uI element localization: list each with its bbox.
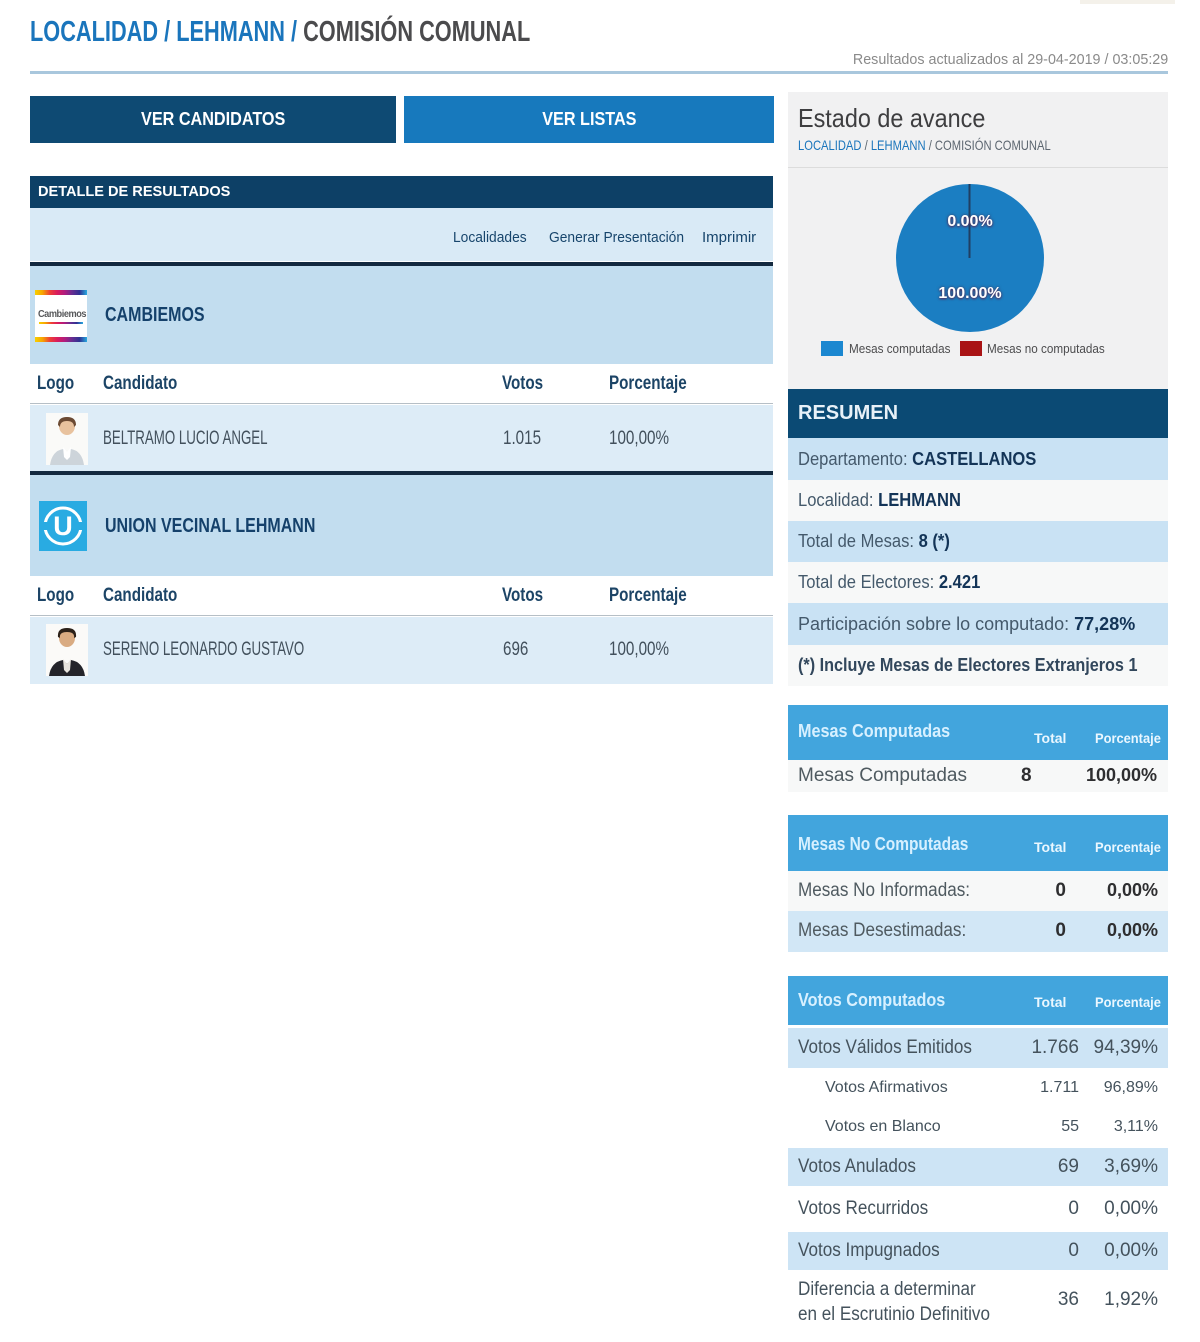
svg-text:U: U	[53, 511, 73, 541]
